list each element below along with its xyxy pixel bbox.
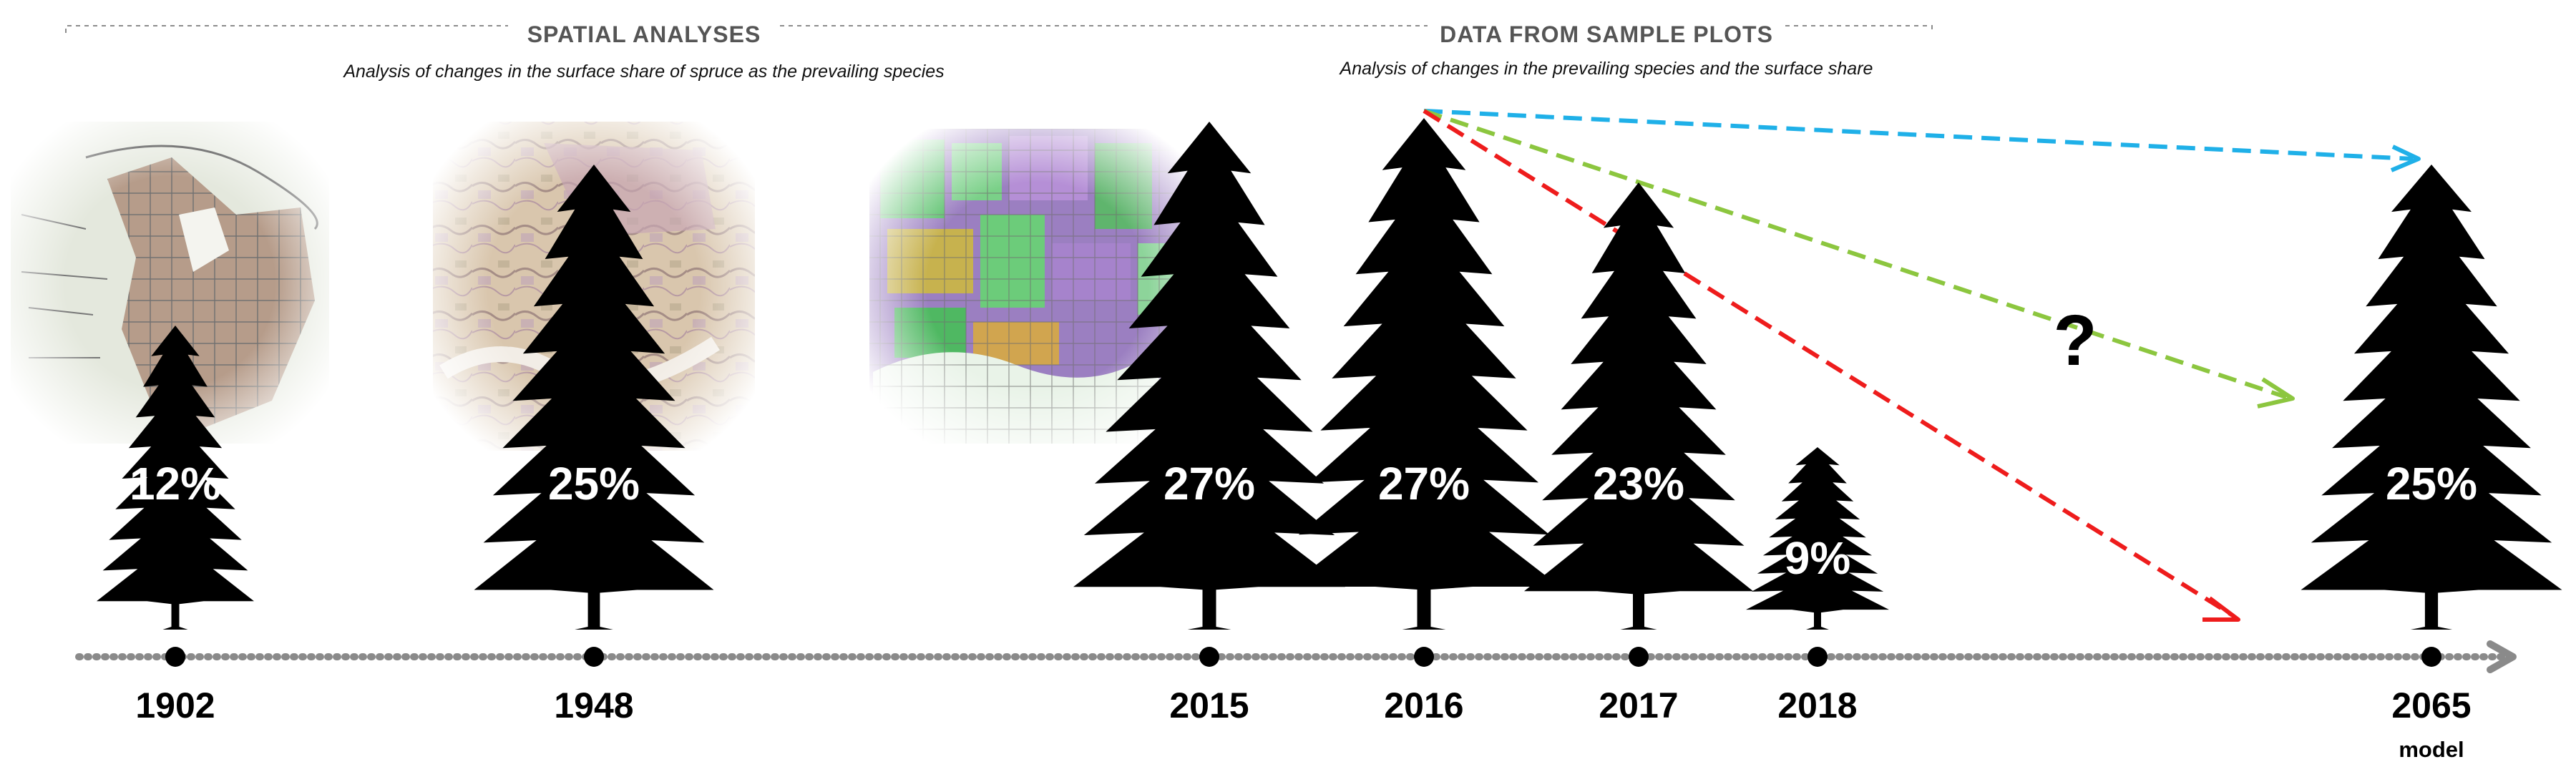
year-label: 2016 <box>1384 685 1463 725</box>
year-marker <box>2421 647 2441 667</box>
timeline-axis <box>75 640 2517 673</box>
timeline-arrowhead <box>2487 640 2517 673</box>
spruce-share-label: 23% <box>1593 458 1684 509</box>
year-marker <box>1629 647 1649 667</box>
year-label: 2017 <box>1599 685 1678 725</box>
spruce-tree-icon <box>1746 447 1889 630</box>
spruce-tree-icon <box>474 165 714 630</box>
spruce-tree-icon <box>2301 165 2562 630</box>
timeline-point-2015: 27% 2015 <box>1073 122 1345 725</box>
year-marker <box>1807 647 1828 667</box>
spruce-share-label: 25% <box>548 458 640 509</box>
spruce-tree-icon <box>1073 122 1345 630</box>
timeline-point-1902: 12% 1902 <box>97 326 254 725</box>
year-label: 2018 <box>1777 685 1857 725</box>
spruce-share-label: 12% <box>130 458 221 509</box>
timeline-point-2065: 25% 2065 model <box>2301 165 2562 762</box>
spatial-analyses-header: SPATIAL ANALYSES Analysis of changes in … <box>65 21 1315 82</box>
spatial-analyses-title: SPATIAL ANALYSES <box>527 21 761 47</box>
spatial-analyses-subtitle: Analysis of changes in the surface share… <box>342 62 944 82</box>
timeline-point-2017: 23% 2017 <box>1524 182 1753 725</box>
timeline-point-1948: 25% 1948 <box>474 165 714 725</box>
year-marker <box>584 647 604 667</box>
question-mark: ? <box>2053 300 2097 381</box>
spruce-share-label: 9% <box>1785 532 1851 584</box>
sample-plots-title: DATA FROM SAMPLE PLOTS <box>1440 21 1773 47</box>
spruce-share-label: 27% <box>1163 458 1255 509</box>
timeline-point-2016: 27% 2016 <box>1288 118 1560 725</box>
year-label: 1902 <box>135 685 215 725</box>
year-marker <box>1199 647 1219 667</box>
red-trend-arrow <box>1423 109 2240 622</box>
trend-arrows: ? <box>1423 109 2421 622</box>
green-trend-arrow <box>1423 109 2295 409</box>
spruce-share-label: 25% <box>2386 458 2477 509</box>
sample-plots-header: DATA FROM SAMPLE PLOTS Analysis of chang… <box>1312 21 1933 79</box>
spruce-tree-icon <box>97 326 254 630</box>
spruce-share-label: 27% <box>1378 458 1470 509</box>
blue-trend-arrow <box>1423 109 2421 172</box>
year-note: model <box>2399 737 2464 762</box>
year-label: 1948 <box>554 685 633 725</box>
year-label: 2015 <box>1169 685 1249 725</box>
trees: 12% 1902 25% 1948 27% 2015 27% 2016 23% 2017 9% 201… <box>97 118 2562 762</box>
spruce-tree-icon <box>1524 182 1753 630</box>
sample-plots-subtitle: Analysis of changes in the prevailing sp… <box>1339 59 1873 79</box>
year-marker <box>165 647 185 667</box>
spruce-tree-icon <box>1288 118 1560 630</box>
year-label: 2065 <box>2391 685 2471 725</box>
year-marker <box>1414 647 1434 667</box>
timeline-point-2018: 9% 2018 <box>1746 447 1889 725</box>
